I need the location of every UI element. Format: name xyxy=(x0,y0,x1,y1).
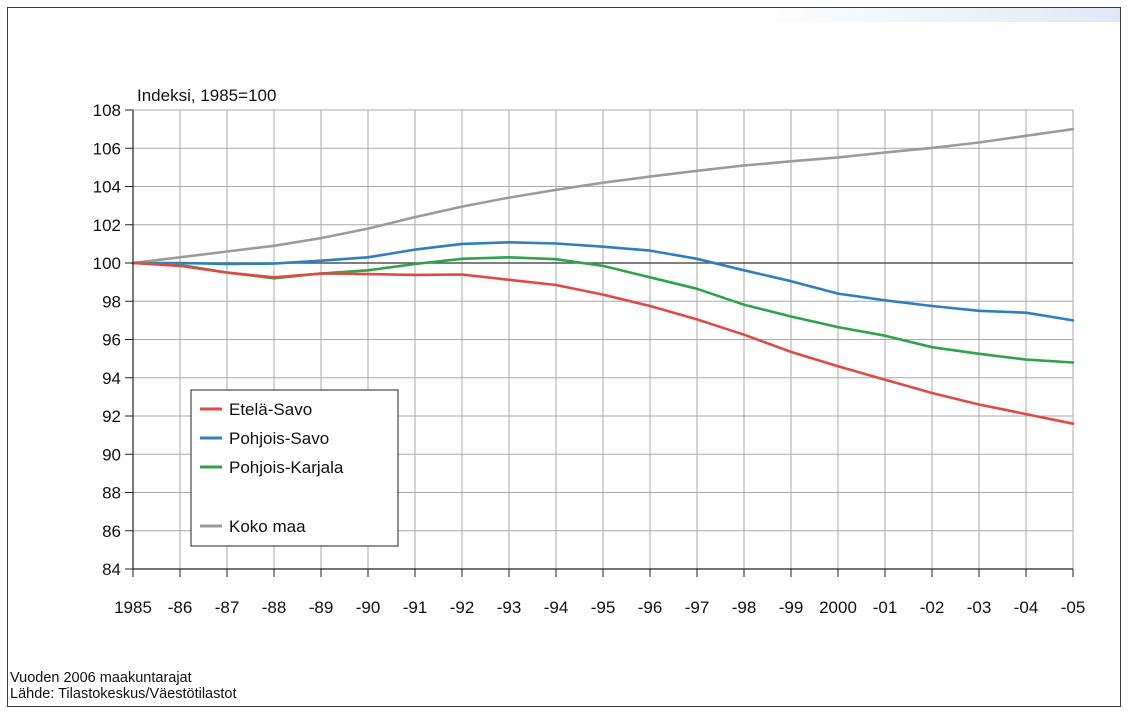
x-tick-label: -98 xyxy=(732,598,757,617)
y-tick-label: 104 xyxy=(93,178,121,197)
legend-box xyxy=(190,389,399,547)
x-tick-label: -04 xyxy=(1014,598,1039,617)
x-tick-label: -96 xyxy=(638,598,663,617)
y-tick-label: 86 xyxy=(102,522,121,541)
y-tick-label: 88 xyxy=(102,484,121,503)
y-axis-title: Indeksi, 1985=100 xyxy=(137,86,276,105)
x-tick-label: -99 xyxy=(779,598,804,617)
series-line-etel-savo xyxy=(131,261,1075,426)
y-tick-label: 106 xyxy=(93,139,121,158)
x-tick-label: -88 xyxy=(262,598,287,617)
y-tick-label: 94 xyxy=(102,369,121,388)
legend: Etelä-Savo Pohjois-Savo Pohjois-Karjala Kok… xyxy=(190,389,399,547)
legend-label-koko-maa: Koko maa xyxy=(229,517,306,536)
legend-label-pohjois-karjala: Pohjois-Karjala xyxy=(229,458,344,477)
legend-label-pohjois-savo: Pohjois-Savo xyxy=(229,429,329,448)
x-tick-label: -93 xyxy=(497,598,522,617)
x-tick-label: 2000 xyxy=(819,598,857,617)
x-tick-label: -89 xyxy=(309,598,334,617)
y-tick-label: 108 xyxy=(93,101,121,120)
corner-shade xyxy=(740,8,1120,22)
chart-frame xyxy=(7,7,1121,707)
footnote-boundaries: Vuoden 2006 maakuntarajat xyxy=(10,670,192,686)
x-tick-label: -86 xyxy=(168,598,193,617)
y-tick-label: 100 xyxy=(93,254,121,273)
x-tick-label: -87 xyxy=(215,598,240,617)
y-tick-label: 84 xyxy=(102,560,121,579)
legend-label-etel-savo: Etelä-Savo xyxy=(229,400,312,419)
axes xyxy=(125,109,1074,577)
x-tick-label: -97 xyxy=(685,598,710,617)
series-lines xyxy=(131,127,1075,426)
x-tick-label: -92 xyxy=(450,598,475,617)
x-tick-label: -02 xyxy=(920,598,945,617)
x-tick-label: -03 xyxy=(967,598,992,617)
y-tick-label: 92 xyxy=(102,407,121,426)
x-tick-label: -94 xyxy=(544,598,569,617)
series-line-pohjois-savo xyxy=(131,241,1075,322)
x-tick-label: -91 xyxy=(403,598,428,617)
y-tick-labels: 84 86 88 90 92 94 96 98 100 102 104 106 108 xyxy=(93,101,121,579)
y-tick-label: 98 xyxy=(102,292,121,311)
y-tick-label: 102 xyxy=(93,216,121,235)
y-tick-label: 90 xyxy=(102,445,121,464)
y-tick-label: 96 xyxy=(102,331,121,350)
x-tick-label: -01 xyxy=(873,598,898,617)
x-tick-label: -05 xyxy=(1061,598,1086,617)
x-tick-label: 1985 xyxy=(114,598,152,617)
x-tick-labels: 1985 -86 -87 -88 -89 -90 -91 -92 -93 -94 -95 -96 -97… xyxy=(114,598,1085,617)
footnote-source: Lähde: Tilastokeskus/Väestötilastot xyxy=(10,686,237,702)
x-tick-label: -95 xyxy=(591,598,616,617)
series-line-koko-maa xyxy=(131,127,1075,265)
x-tick-label: -90 xyxy=(356,598,381,617)
